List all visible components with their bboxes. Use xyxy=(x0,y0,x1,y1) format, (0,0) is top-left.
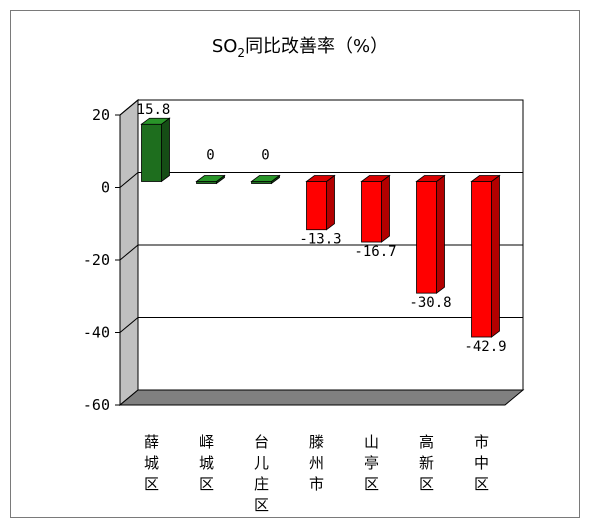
data-label: 0 xyxy=(206,148,214,164)
data-label: -42.9 xyxy=(464,339,506,355)
bar xyxy=(471,181,492,338)
data-label: -13.3 xyxy=(299,232,341,248)
y-tick-label: 0 xyxy=(101,179,110,197)
x-tick-label: 滕州市 xyxy=(309,433,324,493)
bar-side xyxy=(491,174,500,338)
gridline xyxy=(119,244,523,261)
bar-side xyxy=(381,174,390,243)
plot-area: 20 0 -20 -40 -60 15.8 薛城区 0 峄城区 0 台儿庄区 -13.3 滕州市 -16.… xyxy=(83,98,525,514)
gridline xyxy=(119,317,523,333)
bar-side xyxy=(436,174,445,294)
x-tick-label: 市中区 xyxy=(474,433,489,493)
bar-top xyxy=(470,175,501,182)
data-label: 15.8 xyxy=(137,102,171,118)
x-tick-label: 山亭区 xyxy=(364,433,379,493)
bar xyxy=(141,123,162,182)
bar-top xyxy=(360,175,391,182)
data-label: -16.7 xyxy=(354,244,396,260)
bar-side xyxy=(326,174,335,231)
gridline xyxy=(119,99,523,116)
bar-side xyxy=(161,117,170,183)
floor xyxy=(118,389,525,406)
bar-top xyxy=(140,117,171,125)
bar-top xyxy=(415,175,446,182)
data-label: -30.8 xyxy=(409,295,451,311)
x-tick-label: 高新区 xyxy=(419,433,434,493)
chart-title: SO2同比改善率（%） xyxy=(212,36,388,60)
bar xyxy=(306,181,327,231)
y-tick-label: -40 xyxy=(83,324,110,342)
gridline xyxy=(119,172,523,188)
bar xyxy=(361,181,382,243)
y-tick-label: 20 xyxy=(92,106,110,124)
bar-top xyxy=(250,175,281,182)
bar-top xyxy=(195,175,226,182)
x-tick-label: 薛城区 xyxy=(144,433,159,493)
data-label: 0 xyxy=(261,148,269,164)
bar xyxy=(416,181,437,294)
bar-top xyxy=(305,175,336,182)
x-tick-label: 台儿庄区 xyxy=(254,433,269,514)
y-tick-label: -20 xyxy=(83,251,110,269)
x-tick-label: 峄城区 xyxy=(199,433,214,493)
y-tick-label: -60 xyxy=(83,396,110,414)
